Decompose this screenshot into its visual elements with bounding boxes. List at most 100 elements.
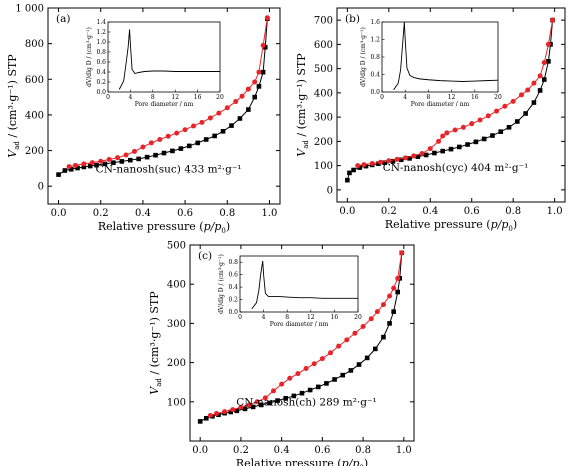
adsorption-point <box>506 125 512 130</box>
desorption-point <box>541 60 547 66</box>
inset-frame <box>239 255 359 313</box>
adsorption-point <box>262 44 268 50</box>
inset-y-axis-title: dV/dlg D / (cm³·g⁻¹) <box>360 27 367 87</box>
y-tick-label: 100 <box>314 161 333 172</box>
inset-y-tick-label: 0.2 <box>96 79 106 86</box>
desorption-point <box>72 162 78 168</box>
desorption-point <box>361 162 367 168</box>
adsorption-point <box>68 166 74 172</box>
inset-x-axis-title: Pore diameter / nm <box>135 101 194 108</box>
inset-frame <box>107 21 221 93</box>
x-tick-label: 0.4 <box>422 206 438 217</box>
desorption-point <box>239 93 245 99</box>
adsorption-point <box>465 142 470 147</box>
adsorption-point <box>178 146 184 151</box>
adsorption-point <box>490 133 495 138</box>
desorption-point <box>537 73 543 79</box>
x-tick-label: 0.8 <box>219 208 235 219</box>
adsorption-point <box>102 161 108 167</box>
inset-x-tick-label: 16 <box>194 94 202 101</box>
adsorption-point <box>395 289 401 295</box>
adsorption-point <box>498 129 504 134</box>
y-tick-label: 200 <box>167 358 186 369</box>
inset-y-tick-label: 0.2 <box>228 297 238 304</box>
desorption-point <box>260 42 266 48</box>
desorption-point <box>440 133 446 139</box>
desorption-point <box>344 337 350 343</box>
inset-x-tick-label: 0 <box>238 314 242 321</box>
adsorption-point <box>127 157 133 163</box>
adsorption-point <box>228 409 234 415</box>
desorption-point <box>252 79 258 85</box>
desorption-point <box>399 250 405 256</box>
x-tick-label: 0.6 <box>314 445 330 456</box>
y-axis-title: Vad / (cm³·g⁻¹) STP <box>6 54 21 158</box>
adsorption-point <box>382 160 387 166</box>
inset-x-tick-label: 4 <box>128 94 132 101</box>
inset-y-tick-label: 0.0 <box>96 89 106 96</box>
inset-x-tick-label: 12 <box>448 94 456 101</box>
y-tick-label: 600 <box>314 40 333 51</box>
adsorption-point <box>345 177 350 183</box>
inset-x-tick-label: 8 <box>285 314 289 321</box>
adsorption-point <box>299 390 305 396</box>
adsorption-point <box>81 164 87 170</box>
x-axis-title: Relative pressure (p/p0) <box>385 218 517 233</box>
inset-x-tick-label: 20 <box>354 314 362 321</box>
adsorption-point <box>324 381 329 386</box>
adsorption-point <box>250 404 256 410</box>
adsorption-point <box>481 136 487 142</box>
desorption-point <box>545 41 551 47</box>
inset-x-tick-label: 16 <box>331 314 339 321</box>
inset-x-tick-label: 4 <box>403 94 407 101</box>
adsorption-point <box>153 152 158 158</box>
desorption-point <box>452 127 458 133</box>
desorption-point <box>182 127 188 133</box>
x-tick-label: 0.2 <box>233 445 249 456</box>
y-tick-label: 0 <box>327 185 333 196</box>
desorption-point <box>525 87 531 93</box>
x-tick-label: 0.8 <box>355 445 371 456</box>
desorption-point <box>394 156 400 162</box>
surface-area-annotation: CN-nanosh(suc) 433 m²·g⁻¹ <box>96 164 242 176</box>
inset-y-tick-label: 0.8 <box>96 49 106 56</box>
desorption-point <box>98 158 104 164</box>
adsorption-point <box>398 157 404 163</box>
x-tick-label: 0.2 <box>381 206 397 217</box>
adsorption-point <box>348 368 354 373</box>
plot-frame <box>336 7 566 203</box>
adsorption-point <box>546 59 551 64</box>
desorption-point <box>374 309 380 315</box>
inset-x-tick-label: 16 <box>471 94 479 101</box>
adsorption-point <box>62 168 68 173</box>
adsorption-point <box>161 150 167 156</box>
adsorption-point <box>473 139 479 145</box>
adsorption-point <box>332 377 337 382</box>
y-axis-title: Vad / (cm³·g⁻¹) STP <box>295 53 310 157</box>
inset-y-axis-title: dV/dlg D / (cm³·g⁻¹) <box>218 254 225 314</box>
surface-area-annotation: CN-nanosh(cyc) 404 m²·g⁻¹ <box>383 162 529 174</box>
adsorption-point <box>531 100 537 105</box>
x-tick-label: 0.2 <box>93 208 109 219</box>
adsorption-point <box>391 309 396 314</box>
desorption-point <box>518 92 524 98</box>
desorption-point <box>494 108 500 114</box>
desorption-point <box>485 113 491 119</box>
x-tick-label: 0.0 <box>51 208 67 219</box>
pore-size-distribution-line <box>393 21 499 91</box>
adsorption-point <box>390 158 396 164</box>
desorption-point <box>311 361 317 367</box>
adsorption-point <box>242 406 248 412</box>
inset-x-tick-label: 12 <box>307 314 315 321</box>
adsorption-point <box>187 143 192 149</box>
desorption-point <box>89 160 95 166</box>
panel-label: (a) <box>56 13 70 25</box>
adsorption-point <box>275 398 280 403</box>
adsorption-point <box>220 129 226 134</box>
panel-label: (c) <box>198 250 212 262</box>
desorption-point <box>140 144 146 150</box>
adsorption-point <box>356 362 362 367</box>
desorption-point <box>378 159 384 165</box>
adsorption-point <box>237 116 243 121</box>
x-tick-label: 0.0 <box>192 445 208 456</box>
